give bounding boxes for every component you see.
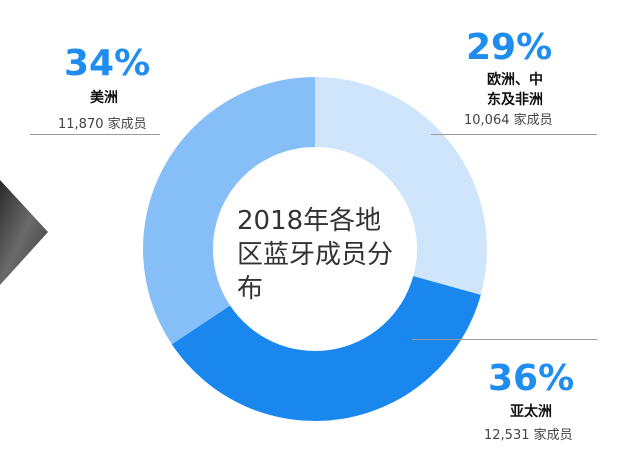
slice-count-emea: 10,064 家成员 (464, 113, 553, 128)
leader-line-emea (431, 134, 597, 135)
slice-count-americas: 11,870 家成员 (58, 117, 147, 132)
slice-label-americas: 美洲 (90, 90, 118, 106)
slice-label-asia-pacific: 亚太洲 (510, 404, 552, 420)
slice-percent-asia-pacific: 36% (488, 358, 575, 399)
donut-slice-asia-pacific (171, 276, 481, 422)
slice-percent-americas: 34% (64, 43, 151, 84)
leader-line-americas (30, 134, 160, 135)
slice-count-asia-pacific: 12,531 家成员 (484, 428, 573, 443)
slice-percent-emea: 29% (466, 27, 553, 68)
slice-label-emea-line-1: 欧洲、中 (487, 72, 543, 88)
leader-line-asia-pacific (412, 339, 597, 340)
slice-label-emea-line-2: 东及非洲 (487, 92, 543, 108)
donut-slice-emea (315, 77, 487, 295)
donut-slice-americas (142, 76, 315, 345)
chart-title: 2018年各地区蓝牙成员分布 (237, 206, 394, 304)
slice-label-emea: 欧洲、中 东及非洲 (460, 70, 570, 110)
